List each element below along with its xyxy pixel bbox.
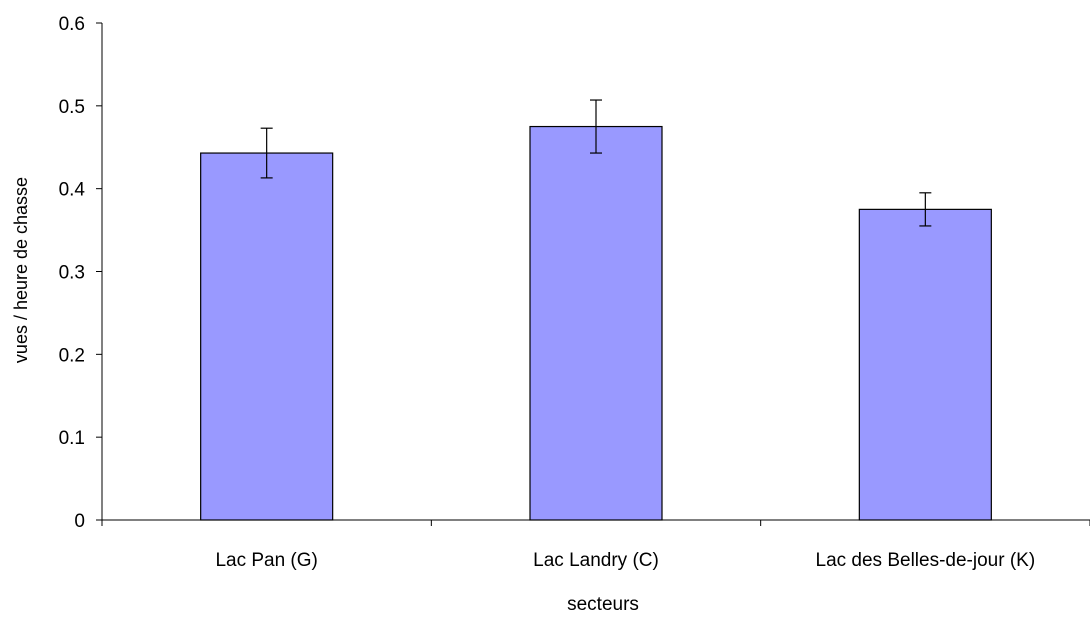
x-tick-label: Lac Landry (C)	[533, 550, 659, 571]
bar	[529, 125, 663, 521]
y-tick-label: 0	[74, 511, 85, 532]
y-axis-label: vues / heure de chasse	[11, 177, 31, 363]
y-tick-label: 0.6	[59, 14, 85, 35]
y-tick-label: 0.1	[59, 428, 85, 449]
x-tick-label: Lac Pan (G)	[215, 550, 317, 571]
x-axis-label: secteurs	[567, 594, 639, 615]
bar	[858, 208, 992, 521]
y-tick-label: 0.2	[59, 345, 85, 366]
plot-area: 0 0.1 0.2 0.3 0.4 0.5 0.6 Lac Pan (G) Lac Landry…	[59, 14, 1090, 571]
y-tick-label: 0.4	[59, 180, 86, 201]
y-tick-label: 0.3	[59, 263, 85, 284]
x-tick-label: Lac des Belles-de-jour (K)	[816, 550, 1036, 571]
y-tick-label: 0.5	[59, 97, 85, 118]
bar	[200, 152, 334, 521]
